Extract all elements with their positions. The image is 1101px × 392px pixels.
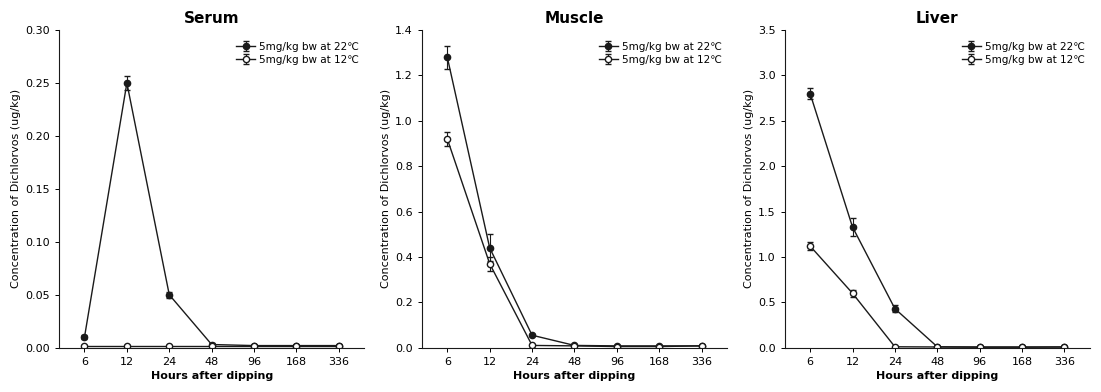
Title: Liver: Liver: [916, 11, 959, 26]
Legend: 5mg/kg bw at 22℃, 5mg/kg bw at 12℃: 5mg/kg bw at 22℃, 5mg/kg bw at 12℃: [599, 42, 722, 65]
X-axis label: Hours after dipping: Hours after dipping: [513, 371, 635, 381]
Title: Muscle: Muscle: [545, 11, 604, 26]
X-axis label: Hours after dipping: Hours after dipping: [151, 371, 273, 381]
Y-axis label: Concentration of Dichlorvos (ug/kg): Concentration of Dichlorvos (ug/kg): [744, 89, 754, 289]
Y-axis label: Concentration of Dichlorvos (ug/kg): Concentration of Dichlorvos (ug/kg): [381, 89, 391, 289]
X-axis label: Hours after dipping: Hours after dipping: [876, 371, 999, 381]
Legend: 5mg/kg bw at 22℃, 5mg/kg bw at 12℃: 5mg/kg bw at 22℃, 5mg/kg bw at 12℃: [962, 42, 1084, 65]
Legend: 5mg/kg bw at 22℃, 5mg/kg bw at 12℃: 5mg/kg bw at 22℃, 5mg/kg bw at 12℃: [237, 42, 359, 65]
Y-axis label: Concentration of Dichlorvos (ug/kg): Concentration of Dichlorvos (ug/kg): [11, 89, 21, 289]
Title: Serum: Serum: [184, 11, 240, 26]
